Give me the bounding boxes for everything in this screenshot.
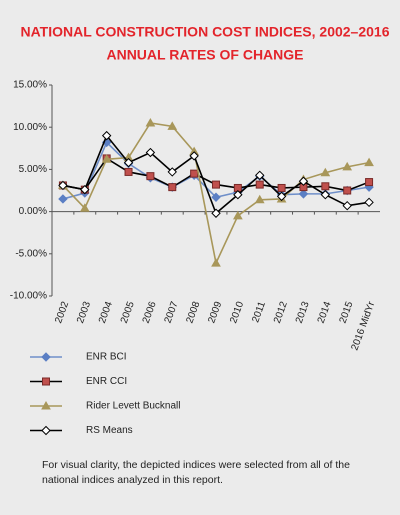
marker [233, 210, 243, 220]
x-tick-label: 2015 [338, 300, 356, 325]
marker [145, 147, 156, 158]
marker [124, 167, 133, 176]
x-tick-label: 2006 [141, 300, 159, 325]
legend-label: ENR CCI [86, 376, 127, 387]
marker [41, 425, 51, 436]
x-tick-label: 2010 [228, 300, 246, 325]
x-tick-label: 2013 [294, 300, 312, 325]
marker [146, 172, 155, 181]
legend-label: Rider Levett Bucknall [86, 401, 181, 412]
marker [364, 157, 374, 167]
marker [364, 197, 374, 208]
chart-subtitle: ANNUAL RATES OF CHANGE [106, 47, 303, 63]
marker [277, 183, 286, 192]
marker [58, 180, 68, 191]
marker [211, 192, 221, 202]
marker [255, 180, 264, 189]
marker [212, 180, 220, 189]
x-tick-label: 2004 [97, 300, 115, 325]
x-tick-label: 2003 [75, 300, 93, 325]
marker [342, 161, 353, 171]
marker [298, 189, 309, 199]
marker [80, 184, 90, 195]
footnote: For visual clarity, the depicted indices… [42, 459, 350, 486]
x-tick-label: 2012 [272, 300, 290, 325]
marker [298, 176, 309, 186]
marker [79, 203, 90, 212]
marker [101, 154, 112, 163]
legend-item: Rider Levett Bucknall [30, 401, 181, 412]
marker [321, 182, 330, 191]
marker [58, 194, 68, 204]
y-tick-label: 10.00% [13, 122, 47, 133]
legend-label: ENR BCI [86, 352, 127, 363]
marker [276, 191, 287, 202]
x-tick-label: 2007 [163, 300, 181, 325]
chart: NATIONAL CONSTRUCTION COST INDICES, 2002… [10, 24, 390, 436]
marker [343, 186, 352, 195]
marker [365, 178, 374, 187]
marker [190, 169, 199, 178]
x-tick-label: 2002 [53, 300, 71, 325]
marker [233, 190, 243, 200]
marker [211, 208, 221, 218]
marker [189, 151, 199, 161]
x-tick-label: 2008 [184, 300, 202, 325]
y-tick-label: -10.00% [10, 291, 47, 302]
marker [167, 121, 178, 130]
marker [254, 194, 265, 204]
marker [145, 117, 156, 127]
y-tick-label: 0.00% [19, 206, 47, 217]
y-tick-label: 5.00% [19, 164, 47, 175]
marker [320, 167, 331, 177]
marker [167, 167, 177, 177]
marker [41, 352, 51, 362]
series-line [62, 141, 370, 200]
x-tick-label: 2009 [206, 300, 224, 325]
marker [320, 190, 331, 200]
marker [41, 400, 51, 410]
marker [168, 183, 177, 192]
marker [342, 200, 352, 211]
chart-title: NATIONAL CONSTRUCTION COST INDICES, 2002… [20, 24, 389, 40]
x-tick-label: 2011 [250, 300, 268, 324]
marker [211, 258, 221, 267]
legend-label: RS Means [86, 425, 133, 436]
x-tick-label: 2005 [119, 300, 137, 325]
y-tick-label: -5.00% [15, 248, 47, 259]
x-tick-label: 2014 [316, 300, 334, 325]
marker [101, 130, 112, 141]
y-tick-label: 15.00% [13, 80, 47, 91]
legend-item: ENR CCI [30, 376, 127, 387]
marker [42, 377, 50, 386]
marker [123, 157, 134, 168]
legend-item: ENR BCI [30, 352, 127, 363]
marker [255, 170, 265, 181]
legend-item: RS Means [30, 425, 133, 436]
